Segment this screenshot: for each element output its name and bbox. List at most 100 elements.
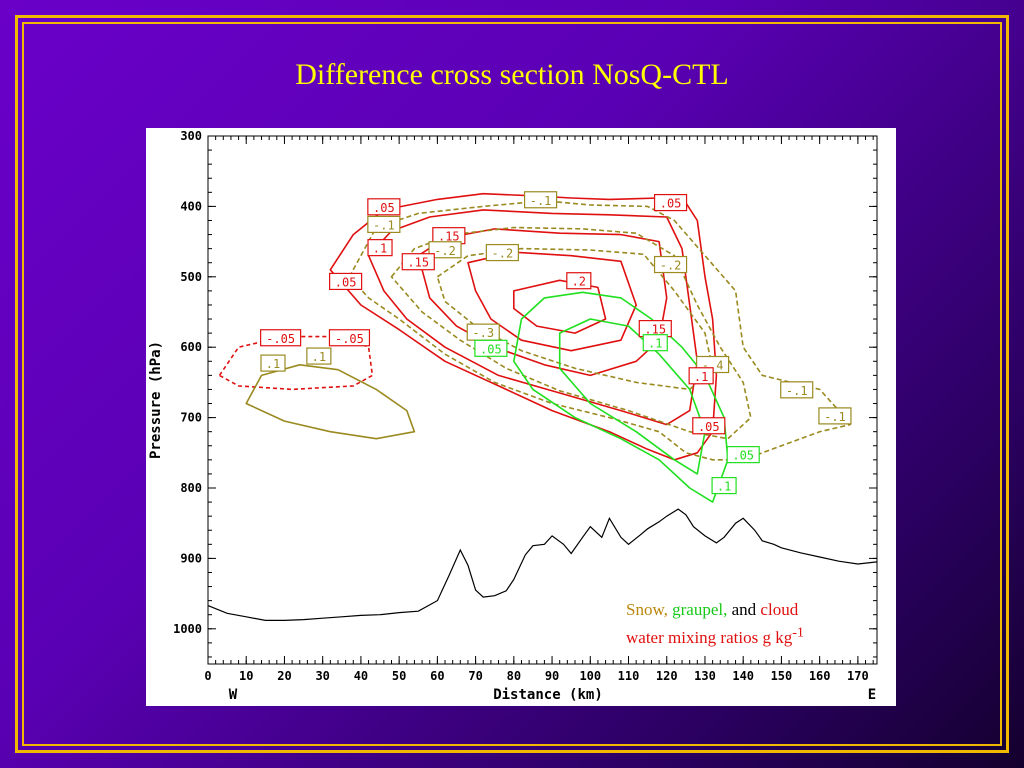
slide-frame-inner bbox=[22, 22, 1002, 746]
y-tick-label: 800 bbox=[180, 481, 202, 495]
contour-label-box bbox=[260, 329, 302, 347]
slide-title: Difference cross section NosQ-CTL bbox=[295, 58, 729, 91]
snow-contour bbox=[348, 200, 851, 461]
contour-label-box bbox=[328, 329, 371, 347]
y-tick-label: 400 bbox=[180, 199, 202, 213]
contour-label-box bbox=[711, 476, 737, 495]
contour-label: -.2 bbox=[492, 247, 514, 261]
annotation-snow: Snow, bbox=[626, 600, 668, 619]
contour-label: -.05 bbox=[266, 332, 295, 346]
contour-label-box bbox=[367, 198, 401, 216]
graupel-contour bbox=[558, 318, 706, 475]
annotation-units: water mixing ratios g kg bbox=[626, 627, 793, 647]
contour-label: .05 bbox=[335, 275, 357, 289]
contour-label-box bbox=[692, 417, 726, 435]
contour-label: -.1 bbox=[373, 218, 395, 232]
contour-label: -.1 bbox=[530, 194, 552, 208]
contour-label-box bbox=[566, 272, 592, 290]
contour-label-box bbox=[653, 255, 688, 274]
contour-label: -.2 bbox=[660, 259, 682, 273]
y-tick-label: 600 bbox=[180, 340, 202, 354]
x-tick-label: 160 bbox=[809, 669, 831, 683]
x-tick-label: 0 bbox=[204, 669, 211, 683]
cross-section-chart: 300 400 500 600 700 800 900 1000 0 10 20 30 40 50 60 7… bbox=[146, 128, 896, 706]
snow-contour bbox=[245, 364, 416, 440]
y-tick-label: 500 bbox=[180, 270, 202, 284]
x-axis-label: Distance (km) bbox=[493, 687, 603, 703]
y-tick-label: 700 bbox=[180, 411, 202, 425]
graupel-contour bbox=[513, 291, 729, 503]
contour-label-box bbox=[688, 367, 714, 385]
contour-label: .05 bbox=[698, 420, 720, 434]
contour-label-box bbox=[367, 215, 401, 234]
snow-contour bbox=[390, 226, 752, 440]
contour-label: .05 bbox=[373, 201, 395, 215]
contour-label: .1 bbox=[694, 370, 708, 384]
contour-label-box bbox=[642, 334, 668, 352]
slide-frame-outer bbox=[15, 15, 1009, 753]
legend-annotation: Snow, graupel, and cloud water mixing ra… bbox=[626, 598, 896, 649]
annotation-graupel: graupel, bbox=[672, 600, 728, 619]
contour-label: .2 bbox=[572, 275, 586, 289]
x-tick-label: 110 bbox=[618, 669, 640, 683]
x-tick-label: 50 bbox=[392, 669, 406, 683]
y-tick-label: 900 bbox=[180, 551, 202, 565]
x-tick-label: 80 bbox=[507, 669, 521, 683]
contour-label: .05 bbox=[732, 449, 754, 463]
contour-label: .15 bbox=[438, 230, 460, 244]
y-tick-label: 300 bbox=[180, 129, 202, 143]
cloud-contour bbox=[329, 192, 718, 461]
x-tick-label: 70 bbox=[468, 669, 482, 683]
terrain-line bbox=[207, 508, 878, 621]
y-tick-label: 1000 bbox=[173, 622, 202, 636]
x-tick-label: 130 bbox=[694, 669, 716, 683]
contour-label-box bbox=[428, 241, 462, 259]
x-tick-label: 30 bbox=[315, 669, 329, 683]
contour-label: .1 bbox=[266, 357, 280, 371]
x-tick-label: 20 bbox=[277, 669, 291, 683]
contour-label-box bbox=[329, 272, 363, 291]
x-tick-label: 90 bbox=[545, 669, 559, 683]
x-tick-label: 150 bbox=[771, 669, 793, 683]
cloud-contour bbox=[513, 279, 607, 334]
contour-label-box bbox=[306, 347, 332, 365]
x-axis-east-label: E bbox=[868, 687, 876, 703]
contour-label: -.1 bbox=[824, 410, 846, 424]
contour-label: .1 bbox=[373, 242, 387, 256]
plot-area-frame bbox=[207, 135, 878, 665]
contour-label-box bbox=[367, 239, 393, 257]
contour-label-box bbox=[401, 253, 435, 271]
x-tick-label: 140 bbox=[732, 669, 754, 683]
y-axis-label: Pressure (hPa) bbox=[148, 341, 164, 459]
contour-label-box bbox=[485, 243, 519, 262]
chart-svg: 300 400 500 600 700 800 900 1000 0 10 20 30 40 50 60 7… bbox=[148, 129, 878, 703]
contour-label-box bbox=[653, 193, 688, 212]
cloud-contour bbox=[467, 251, 637, 352]
x-axis-west-label: W bbox=[229, 687, 238, 703]
contour-label-box bbox=[818, 407, 852, 425]
annotation-superscript: -1 bbox=[792, 624, 804, 640]
x-tick-label: 40 bbox=[354, 669, 368, 683]
annotation-line2: water mixing ratios g kg-1 bbox=[626, 624, 804, 647]
contour-label-box bbox=[726, 446, 760, 464]
contour-label: .15 bbox=[407, 256, 429, 270]
x-tick-label: 120 bbox=[656, 669, 678, 683]
contour-label: -.1 bbox=[786, 384, 808, 398]
contour-label: .1 bbox=[717, 480, 731, 494]
contour-label: .05 bbox=[480, 342, 502, 356]
x-tick-label: 170 bbox=[847, 669, 869, 683]
contour-label: -.3 bbox=[472, 326, 494, 340]
contour-label-box bbox=[523, 191, 558, 209]
annotation-cloud: cloud bbox=[760, 600, 799, 619]
contour-label-box bbox=[780, 381, 814, 399]
contour-label-box bbox=[260, 354, 286, 372]
contour-label-box bbox=[474, 339, 508, 357]
x-tick-label: 100 bbox=[579, 669, 601, 683]
contour-label: .1 bbox=[648, 337, 662, 351]
contour-label: -.2 bbox=[434, 244, 456, 258]
annotation-and: and bbox=[731, 600, 757, 619]
contour-label: .1 bbox=[312, 350, 326, 364]
contour-label: -.05 bbox=[335, 332, 364, 346]
x-axis: 0 10 20 30 40 50 60 70 80 90 100 110 120 130 140 150 160… bbox=[204, 136, 874, 683]
x-tick-label: 60 bbox=[430, 669, 444, 683]
